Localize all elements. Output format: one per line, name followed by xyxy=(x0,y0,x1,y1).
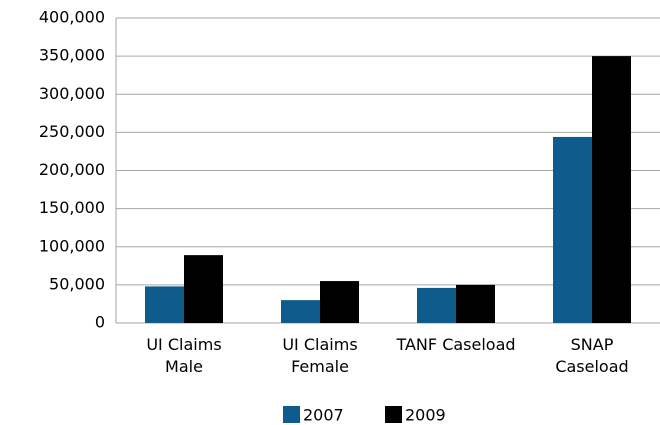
x-tick-label-line: UI Claims xyxy=(282,335,357,354)
x-tick-label: UI Claims Male xyxy=(146,335,221,376)
y-tick-label: 250,000 xyxy=(39,122,105,141)
legend-swatch xyxy=(385,406,402,423)
bar xyxy=(145,286,184,323)
x-tick-label-line: Caseload xyxy=(555,357,628,376)
x-tick-label: TANF Caseload xyxy=(395,335,515,354)
bar xyxy=(592,56,631,323)
y-tick-label: 300,000 xyxy=(39,84,105,103)
x-tick-label-line: UI Claims xyxy=(146,335,221,354)
legend-swatch xyxy=(283,406,300,423)
y-tick-label: 100,000 xyxy=(39,236,105,255)
x-tick-label-line: Male xyxy=(165,357,203,376)
bar xyxy=(456,284,495,323)
bar xyxy=(281,300,320,323)
x-tick-label: UI Claims Female xyxy=(282,335,357,376)
x-tick-label-line: SNAP xyxy=(571,335,614,354)
x-tick-label-line: TANF Caseload xyxy=(395,335,515,354)
legend-label: 2007 xyxy=(303,406,344,425)
y-tick-label: 0 xyxy=(95,313,105,332)
y-tick-label: 50,000 xyxy=(49,274,105,293)
y-tick-label: 200,000 xyxy=(39,160,105,179)
bar xyxy=(184,255,223,323)
bar xyxy=(553,136,592,323)
bar xyxy=(417,287,456,323)
x-tick-label-line: Female xyxy=(291,357,349,376)
bar xyxy=(320,281,359,323)
y-tick-label: 150,000 xyxy=(39,198,105,217)
y-tick-label: 400,000 xyxy=(39,8,105,27)
y-tick-label: 350,000 xyxy=(39,46,105,65)
legend-label: 2009 xyxy=(405,406,446,425)
x-tick-label: SNAP Caseload xyxy=(555,335,628,376)
